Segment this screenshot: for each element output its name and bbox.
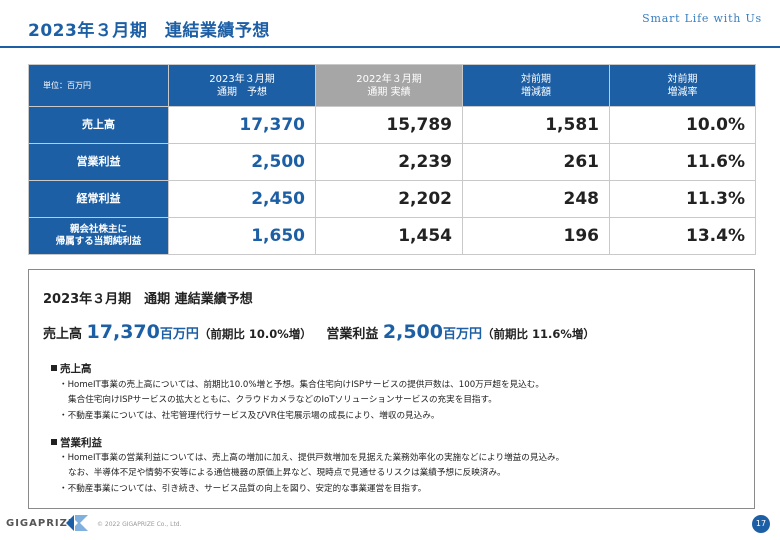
sales-value: 17,370: [86, 321, 160, 343]
col-header-plan: 2023年３月期 通期 予想: [168, 64, 316, 107]
cell-actual: 2,239: [315, 143, 463, 181]
cell-rate: 11.6%: [609, 143, 756, 181]
op-unit: 百万円: [442, 327, 482, 342]
bullet-line: ・HomeIT事業の売上高については、前期比10.0%増と予想。集合住宅向けIS…: [59, 380, 544, 390]
section-title-text: 売上高: [60, 363, 92, 375]
col-header-diff: 対前期 増減額: [462, 64, 610, 107]
op-value: 2,500: [382, 321, 443, 343]
cell-diff: 1,581: [462, 106, 610, 144]
cell-plan: 1,650: [168, 217, 316, 255]
sales-unit: 百万円: [159, 327, 199, 342]
col-header-rate: 対前期 増減率: [609, 64, 756, 107]
cell-plan: 2,500: [168, 143, 316, 181]
row-label-sales: 売上高: [28, 106, 169, 144]
col-header-line: 増減率: [667, 86, 698, 98]
section-title-text: 営業利益: [60, 437, 102, 449]
company-logo-icon: [66, 515, 88, 531]
cell-actual: 1,454: [315, 217, 463, 255]
table-row: 親会社株主に 帰属する当期純利益 1,650 1,454 196 13.4%: [28, 217, 756, 255]
bullet-continuation: なお、半導体不足や情勢不安等による通信機器の原価上昇など、現時点で見通せるリスク…: [68, 468, 506, 478]
table-row: 経常利益 2,450 2,202 248 11.3%: [28, 180, 756, 218]
op-label: 営業利益: [326, 327, 379, 342]
cell-rate: 13.4%: [609, 217, 756, 255]
unit-label: 単位：百万円: [28, 64, 169, 107]
section-title-operating-profit: 営業利益: [51, 435, 102, 450]
col-header-line: 通期 実績: [367, 86, 411, 98]
cell-diff: 261: [462, 143, 610, 181]
square-bullet-icon: [51, 439, 57, 445]
cell-plan: 17,370: [168, 106, 316, 144]
col-header-line: 対前期: [521, 73, 551, 85]
col-header-line: 対前期: [667, 73, 698, 85]
cell-actual: 2,202: [315, 180, 463, 218]
page-number: 17: [752, 515, 770, 533]
bullet-line: ・不動産事業については、社宅管理代行サービス及びVR住宅展示場の成長により、増収…: [59, 411, 440, 421]
table-row: 営業利益 2,500 2,239 261 11.6%: [28, 143, 756, 181]
sales-label: 売上高: [43, 327, 83, 342]
col-header-actual: 2022年３月期 通期 実績: [315, 64, 463, 107]
cell-actual: 15,789: [315, 106, 463, 144]
row-label-operating-profit: 営業利益: [28, 143, 169, 181]
table-header-row: 単位：百万円 2023年３月期 通期 予想 2022年３月期 通期 実績 対前期 増減…: [28, 64, 756, 107]
col-header-line: 2022年３月期: [356, 73, 422, 85]
row-label-net-income: 親会社株主に 帰属する当期純利益: [28, 217, 169, 255]
headline-figures: 売上高 17,370百万円（前期比 10.0%増） 営業利益 2,500百万円（…: [43, 321, 595, 343]
copyright: © 2022 GIGAPRIZE Co., Ltd.: [97, 521, 182, 528]
col-header-line: 通期 予想: [217, 86, 267, 98]
slide-title: 2023年３月期 連結業績予想: [28, 21, 270, 41]
table-row: 売上高 17,370 15,789 1,581 10.0%: [28, 106, 756, 144]
op-yoy: （前期比 11.6%増）: [482, 327, 595, 341]
section-title-sales: 売上高: [51, 361, 92, 376]
results-table: 単位：百万円 2023年３月期 通期 予想 2022年３月期 通期 実績 対前期 増減…: [28, 64, 756, 255]
cell-rate: 11.3%: [609, 180, 756, 218]
row-label-line: 親会社株主に: [69, 224, 127, 235]
tagline: Smart Life with Us: [642, 12, 762, 25]
bullet-line: ・不動産事業については、引き続き、サービス品質の向上を図り、安定的な事業運営を目…: [59, 484, 427, 494]
bullet-continuation: 集合住宅向けISPサービスの拡大とともに、クラウドカメラなどのIoTソリューショ…: [68, 395, 497, 405]
row-label-ordinary-profit: 経常利益: [28, 180, 169, 218]
col-header-line: 2023年３月期: [209, 73, 275, 85]
col-header-line: 増減額: [521, 86, 551, 98]
row-label-line: 帰属する当期純利益: [55, 236, 142, 247]
cell-diff: 248: [462, 180, 610, 218]
cell-plan: 2,450: [168, 180, 316, 218]
summary-title: 2023年３月期 通期 連結業績予想: [43, 292, 253, 307]
cell-diff: 196: [462, 217, 610, 255]
sales-yoy: （前期比 10.0%増）: [198, 327, 312, 341]
slide-header: 2023年３月期 連結業績予想 Smart Life with Us: [0, 0, 780, 50]
cell-rate: 10.0%: [609, 106, 756, 144]
company-logo-text: GIGAPRIZE: [6, 518, 76, 529]
bullet-line: ・HomeIT事業の営業利益については、売上高の増加に加え、提供戸数増加を見据え…: [59, 453, 565, 463]
header-divider: [0, 46, 780, 48]
square-bullet-icon: [51, 365, 57, 371]
summary-box: 2023年３月期 通期 連結業績予想 売上高 17,370百万円（前期比 10.…: [28, 269, 755, 509]
